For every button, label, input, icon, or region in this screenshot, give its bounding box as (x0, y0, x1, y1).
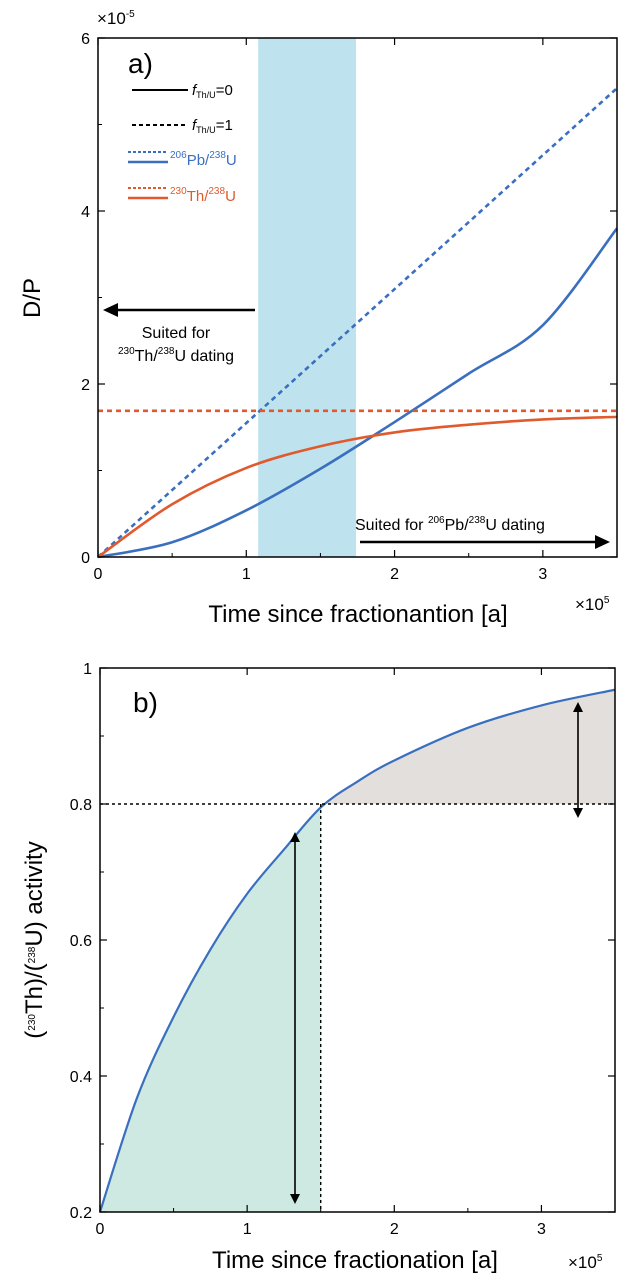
x-tick-label: 0 (94, 566, 103, 583)
left-annotation-line1: Suited for (142, 325, 211, 342)
arrow-right-range-head-bottom (573, 808, 583, 818)
legend-label-f1: fTh/U=1 (192, 117, 233, 135)
y-tick-label: 0.4 (70, 1069, 92, 1086)
x-tick-label: 3 (538, 566, 547, 583)
y-tick-label: 2 (81, 377, 90, 394)
legend-label-f0: fTh/U=0 (192, 82, 233, 100)
panel-label-a: a) (128, 48, 153, 79)
fill-above-threshold (320, 689, 615, 808)
y-tick-label: 0.8 (70, 797, 92, 814)
left-annotation-line2: 230Th/238U dating (118, 346, 234, 365)
right-arrow-head (595, 535, 610, 549)
x-tick-label: 0 (96, 1221, 105, 1238)
x-multiplier-b: ×105 (568, 1253, 603, 1272)
series-line-0 (97, 227, 619, 559)
legend-label-pb: 206Pb/238U (170, 150, 237, 169)
x-tick-label: 1 (243, 1221, 252, 1238)
panel-b: 0 1 2 3 0.2 0.4 0.6 0.8 1 ×105 Time since fraction… (21, 661, 616, 1274)
x-tick-label: 2 (390, 566, 399, 583)
panel-label-b: b) (133, 687, 158, 718)
arrow-left-range-head-top (290, 832, 300, 842)
suited-window-band (258, 38, 357, 557)
y-tick-label: 0.2 (70, 1205, 92, 1222)
x-tick-label: 1 (242, 566, 251, 583)
y-tick-label: 4 (81, 204, 90, 221)
legend-label-th: 230Th/238U (170, 186, 236, 205)
x-axis-label: Time since fractionantion [a] (208, 601, 507, 628)
arrow-left-range-head-bottom (290, 1194, 300, 1204)
fill-below-threshold (100, 807, 321, 1212)
right-annotation: Suited for 206Pb/238U dating (355, 515, 545, 534)
x-tick-label: 2 (390, 1221, 399, 1238)
panel-a: 0 1 2 3 0 2 4 6 ×10-5 ×105 Time since fractionanti… (19, 9, 619, 628)
y-tick-label: 6 (81, 31, 90, 48)
x-axis-label-b: Time since fractionation [a] (212, 1247, 498, 1274)
y-tick-label: 0.6 (70, 933, 92, 950)
y-multiplier: ×10-5 (97, 9, 135, 28)
x-tick-label: 3 (537, 1221, 546, 1238)
x-multiplier: ×105 (575, 595, 610, 614)
y-tick-label: 1 (83, 661, 92, 678)
plot-frame (97, 37, 618, 558)
series-line-2 (97, 415, 618, 559)
arrow-right-range-head-top (573, 702, 583, 712)
left-arrow-head (103, 303, 118, 317)
y-axis-label: D/P (19, 278, 46, 318)
y-tick-label: 0 (81, 550, 90, 567)
y-axis-label-b: (230Th)/(238U) activity (21, 841, 48, 1038)
